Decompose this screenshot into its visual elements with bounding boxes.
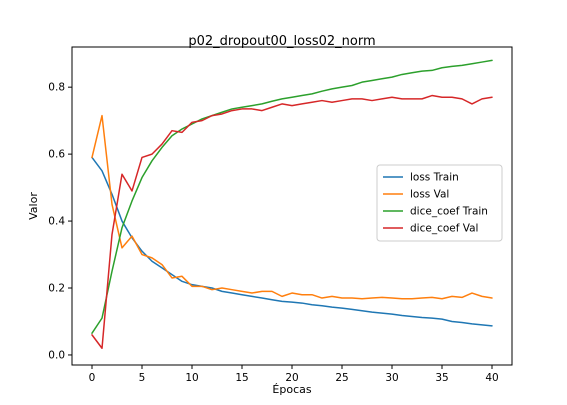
legend: loss Train loss Val dice_coef Train dice_co… — [376, 164, 503, 242]
x-tick-label: 40 — [485, 372, 498, 384]
x-axis-label: Épocas — [272, 383, 311, 396]
legend-entry: loss Val — [410, 189, 449, 201]
x-tick-label: 25 — [335, 372, 348, 384]
series-line-dice-coef-train — [91, 59, 493, 334]
legend-box — [376, 164, 503, 242]
series-line-dice-coef-val — [91, 94, 493, 350]
x-tick-label: 15 — [235, 372, 248, 384]
x-tick-label: 0 — [89, 372, 96, 384]
y-tick-label: 0.4 — [48, 216, 65, 228]
series-line-loss-train — [91, 156, 493, 327]
series-line-loss-val — [91, 114, 493, 300]
chart-title: p02_dropout00_loss02_norm — [188, 34, 375, 49]
x-tick-label: 30 — [385, 372, 398, 384]
x-axis: 0 5 10 15 20 25 30 35 40 — [89, 365, 499, 384]
x-tick-label: 10 — [185, 372, 198, 384]
series-lines — [91, 59, 493, 350]
y-tick-label: 0.8 — [48, 82, 65, 94]
y-tick-label: 0.6 — [48, 149, 65, 161]
x-tick-label: 35 — [435, 372, 448, 384]
x-tick-label: 5 — [139, 372, 146, 384]
x-tick-label: 20 — [285, 372, 298, 384]
legend-entry: dice_coef Val — [410, 223, 478, 235]
y-tick-label: 0.2 — [48, 283, 65, 295]
y-tick-label: 0.0 — [48, 349, 65, 361]
legend-entry: dice_coef Train — [410, 206, 488, 218]
y-axis-label: Valor — [27, 192, 40, 220]
legend-entry: loss Train — [410, 172, 459, 184]
y-axis: 0.0 0.2 0.4 0.6 0.8 — [48, 82, 72, 361]
